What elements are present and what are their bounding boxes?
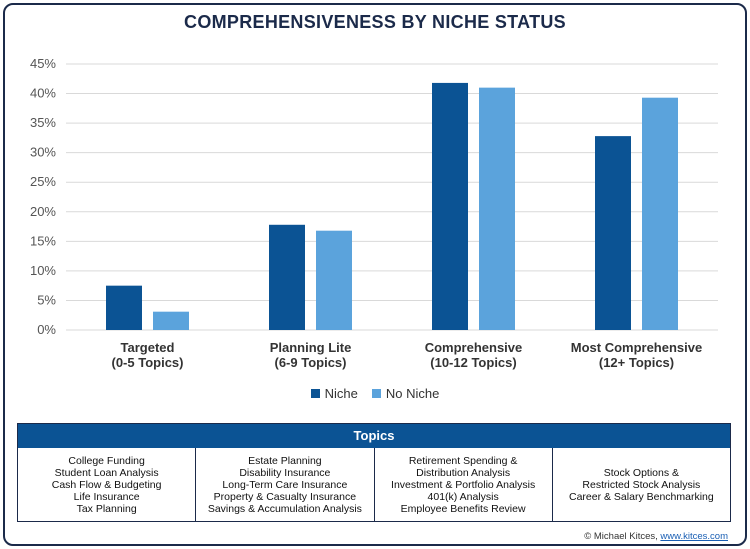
topic-item: Disability Insurance (239, 466, 331, 479)
topic-item: Long-Term Care Insurance (222, 478, 348, 491)
topic-item: Distribution Analysis (416, 466, 511, 479)
bar-niche (106, 285, 142, 330)
y-tick-label: 10% (30, 263, 56, 278)
legend-label-niche: Niche (324, 386, 358, 401)
bar-no-niche (153, 311, 189, 330)
topics-columns: College Funding Student Loan Analysis Cash… (18, 448, 730, 521)
bar-niche (432, 82, 468, 330)
topic-item: Career & Salary Benchmarking (569, 490, 714, 503)
topic-item: Retirement Spending & (408, 454, 518, 467)
x-tick-label: (6-9 Topics) (275, 355, 347, 370)
topics-column: Stock Options & Restricted Stock Analysis… (553, 448, 730, 521)
y-tick-label: 0% (37, 322, 56, 337)
topic-item: Estate Planning (248, 454, 322, 467)
topics-column: Estate Planning Disability Insurance Long-… (196, 448, 375, 521)
y-tick-label: 40% (30, 86, 56, 101)
legend-label-no-niche: No Niche (385, 386, 440, 401)
topic-item: 401(k) Analysis (427, 490, 499, 503)
bar-niche (595, 136, 631, 330)
topic-item: Savings & Accumulation Analysis (207, 502, 362, 515)
y-tick-label: 5% (37, 292, 56, 307)
legend-swatch-niche (310, 389, 320, 398)
topic-item: Cash Flow & Budgeting (51, 478, 162, 491)
chart-title: COMPREHENSIVENESS BY NICHE STATUS (184, 12, 566, 32)
y-tick-label: 15% (30, 233, 56, 248)
legend-item-niche: Niche (310, 386, 358, 401)
x-tick-label: Comprehensive (425, 340, 523, 355)
x-tick-label: (0-5 Topics) (112, 355, 184, 370)
topic-item: Property & Casualty Insurance (213, 490, 357, 503)
topics-table: Topics College Funding Student Loan Analy… (17, 423, 731, 522)
bar-niche (269, 224, 305, 330)
y-tick-label: 30% (30, 145, 56, 160)
y-tick-label: 25% (30, 174, 56, 189)
topic-item: Life Insurance (73, 490, 140, 503)
y-tick-label: 20% (30, 204, 56, 219)
legend: Niche No Niche (0, 386, 750, 401)
topics-column: Retirement Spending & Distribution Analys… (375, 448, 553, 521)
credit-text: © Michael Kitces, (584, 531, 661, 542)
y-tick-label: 35% (30, 115, 56, 130)
topic-item: Student Loan Analysis (54, 466, 159, 479)
y-tick-label: 45% (30, 56, 56, 71)
topics-header: Topics (18, 424, 730, 448)
credit: © Michael Kitces, www.kitces.com (584, 531, 728, 542)
topic-item: Stock Options & (603, 466, 680, 479)
topic-item: Restricted Stock Analysis (582, 478, 701, 491)
bar-no-niche (479, 87, 515, 331)
topic-item: Tax Planning (76, 502, 137, 515)
topic-item: Employee Benefits Review (400, 502, 526, 515)
legend-swatch-no-niche (371, 389, 381, 398)
topic-item: College Funding (68, 454, 145, 467)
topics-column: College Funding Student Loan Analysis Cash… (18, 448, 197, 521)
bar-no-niche (642, 97, 678, 331)
bar-no-niche (316, 230, 352, 330)
credit-link[interactable]: www.kitces.com (660, 531, 728, 542)
x-tick-label: (12+ Topics) (599, 355, 674, 370)
x-tick-label: (10-12 Topics) (430, 355, 516, 370)
legend-item-no-niche: No Niche (371, 386, 440, 401)
bar-chart: 0% 5% 10% 15% 20% 25% 30% 35% 40% 45% Targeted(0-5… (30, 56, 718, 370)
x-tick-label: Planning Lite (270, 340, 352, 355)
x-tick-label: Most Comprehensive (571, 340, 702, 355)
topic-item: Investment & Portfolio Analysis (391, 478, 536, 491)
x-tick-label: Targeted (121, 340, 175, 355)
